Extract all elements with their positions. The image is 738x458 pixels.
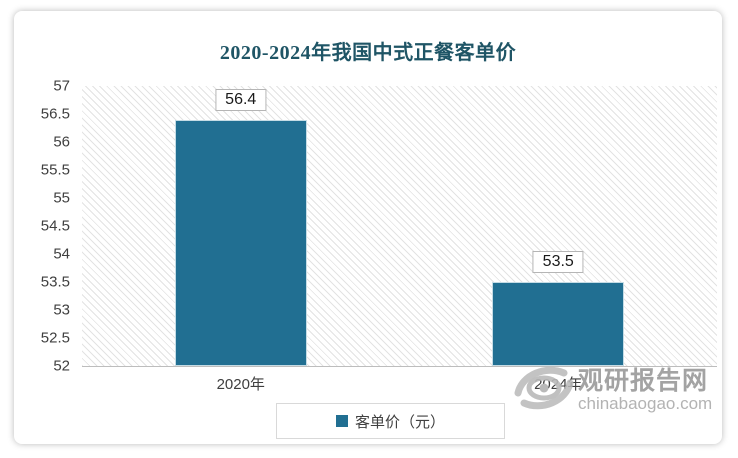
watermark-domain: chinabaogao.com bbox=[578, 393, 713, 413]
plot-area: 56.4 53.5 bbox=[82, 86, 717, 367]
bar-value-label: 56.4 bbox=[215, 88, 267, 111]
x-axis-tick-label: 2020年 bbox=[216, 376, 265, 393]
bar-2020年 bbox=[174, 119, 307, 366]
y-axis-tick-label: 52.5 bbox=[40, 329, 70, 347]
legend-label: 客单价（元） bbox=[354, 413, 445, 431]
watermark-site-name: 观研报告网 bbox=[578, 367, 709, 396]
bar-value-label: 53.5 bbox=[532, 251, 584, 273]
y-axis-tick-label: 55.5 bbox=[40, 161, 70, 179]
legend: 客单价（元） bbox=[276, 403, 505, 439]
y-axis-tick-label: 53 bbox=[53, 301, 70, 319]
bar-2024年 bbox=[492, 282, 625, 366]
y-axis: 57 56.5 56 55.5 55 54.5 54 53.5 53 52.5 52 bbox=[14, 78, 76, 375]
y-axis-tick-label: 52 bbox=[53, 357, 70, 375]
eye-swirl-logo-icon bbox=[512, 359, 576, 422]
watermark: 观研报告网 chinabaogao.com bbox=[512, 359, 712, 422]
y-axis-tick-label: 53.5 bbox=[40, 273, 70, 291]
y-axis-tick-label: 55 bbox=[53, 189, 70, 207]
y-axis-tick-label: 54.5 bbox=[40, 217, 70, 235]
chart-panel: 2020-2024年我国中式正餐客单价 57 56.5 56 55.5 55 54.5 54… bbox=[14, 11, 722, 444]
y-axis-tick-label: 56.5 bbox=[40, 105, 70, 123]
watermark-texts: 观研报告网 chinabaogao.com bbox=[578, 368, 712, 412]
y-axis-tick-label: 57 bbox=[53, 77, 70, 95]
y-axis-tick-label: 56 bbox=[53, 133, 70, 151]
chart-title: 2020-2024年我国中式正餐客单价 bbox=[219, 42, 517, 64]
legend-swatch-icon bbox=[335, 415, 348, 427]
y-axis-tick-label: 54 bbox=[53, 245, 70, 263]
